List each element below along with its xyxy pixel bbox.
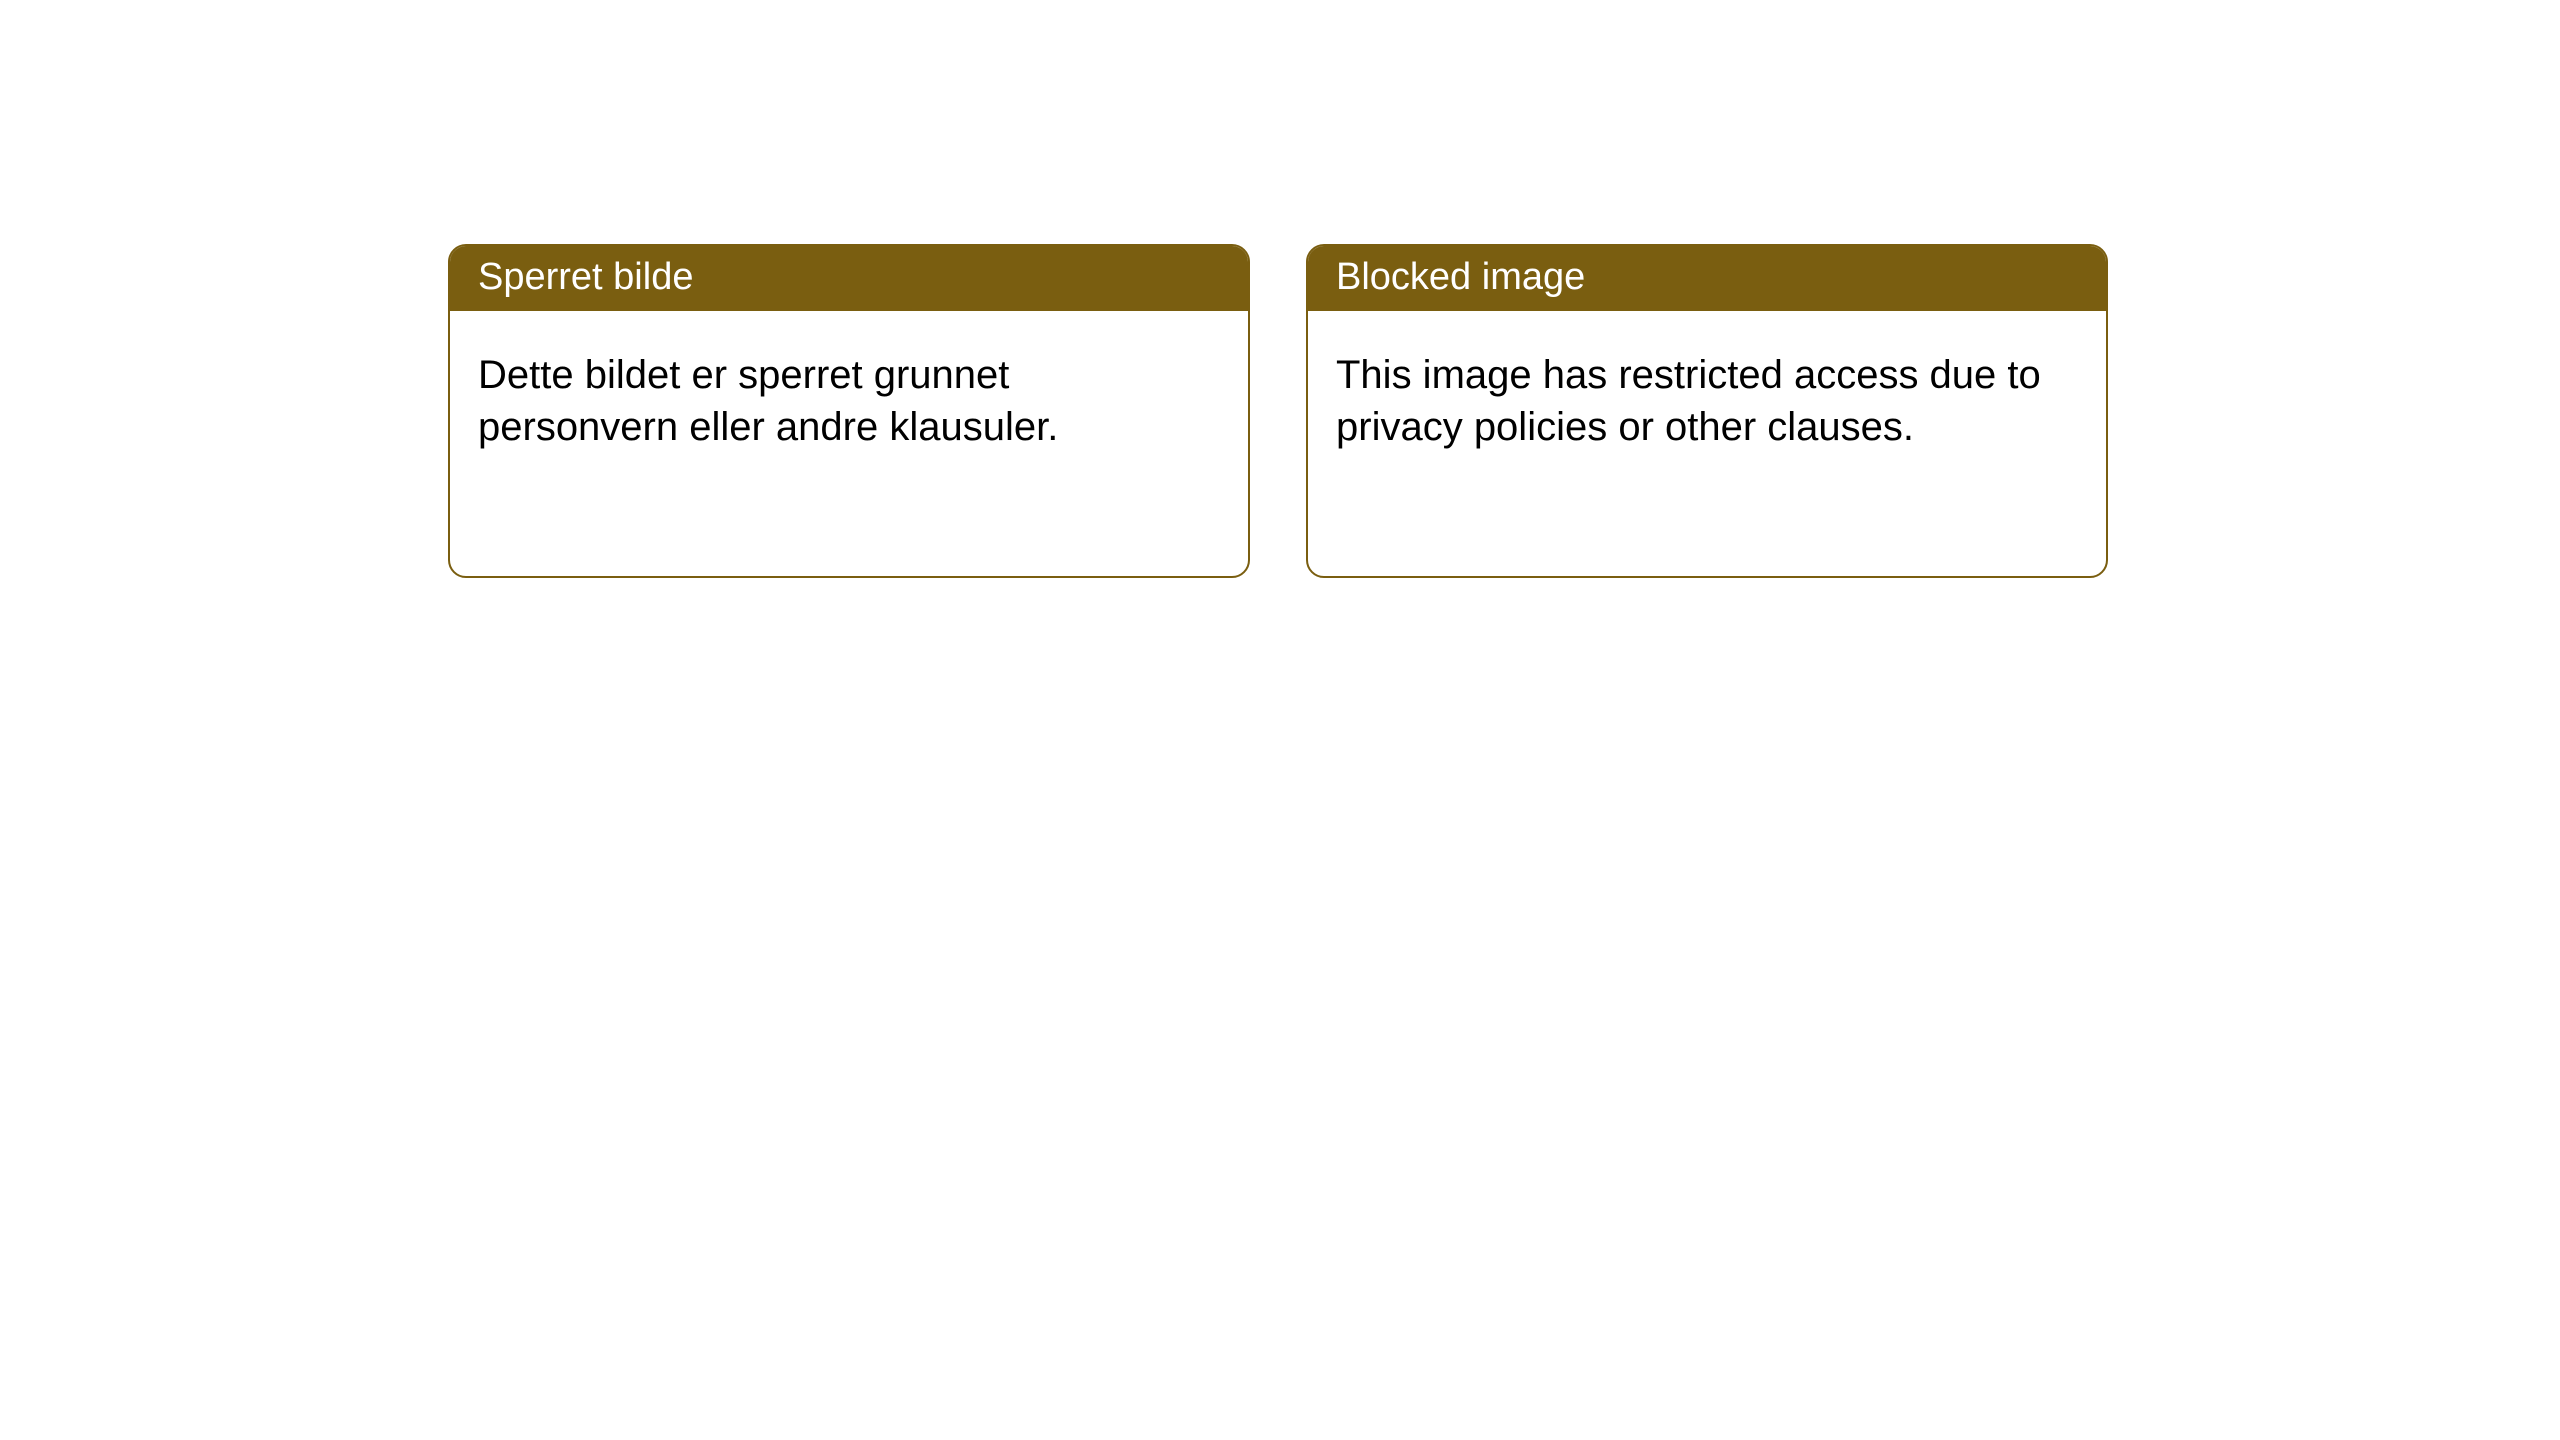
notice-box-english: Blocked image This image has restricted …	[1306, 244, 2108, 578]
notice-body-norwegian: Dette bildet er sperret grunnet personve…	[450, 311, 1248, 481]
notice-body-english: This image has restricted access due to …	[1308, 311, 2106, 481]
notice-box-norwegian: Sperret bilde Dette bildet er sperret gr…	[448, 244, 1250, 578]
notice-header-norwegian: Sperret bilde	[450, 246, 1248, 311]
notice-container: Sperret bilde Dette bildet er sperret gr…	[0, 0, 2560, 578]
notice-header-english: Blocked image	[1308, 246, 2106, 311]
